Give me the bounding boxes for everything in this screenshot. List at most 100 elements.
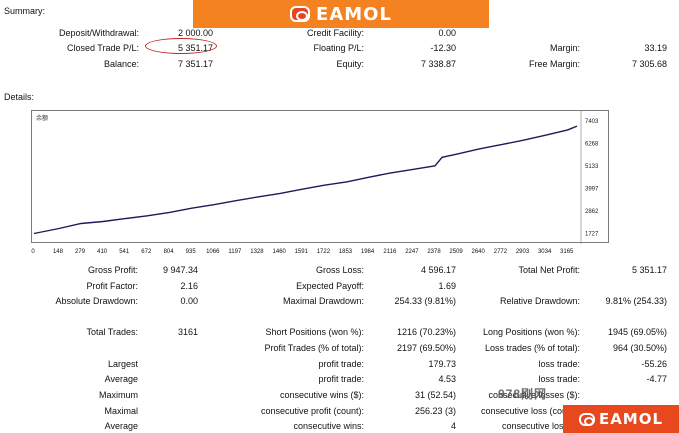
details-heading: Details: — [4, 92, 35, 102]
chart-x-tick-label: 1197 — [228, 249, 242, 255]
short-positions-label: Short Positions (won %): — [265, 327, 364, 337]
average-consecutive-label: Average — [104, 421, 138, 431]
margin-label: Margin: — [549, 43, 580, 53]
chart-y-tick-label: 2862 — [585, 209, 599, 215]
average-profit-label: profit trade: — [318, 374, 364, 384]
chart-x-tick-label: 1328 — [250, 249, 264, 255]
balance-series-line — [33, 125, 578, 235]
balance-chart-svg: 余额 7403 6268 5133 3997 2862 1727 — [33, 111, 599, 244]
average-consecutive-losses-label: consecutive losses: — [501, 421, 580, 431]
chart-x-tick-label: 279 — [75, 249, 86, 255]
maximal-consecutive-loss-label: consecutive loss (count): — [480, 406, 580, 416]
profit-factor-value: 2.16 — [180, 281, 198, 291]
gross-profit-label: Gross Profit: — [87, 265, 138, 275]
balance-value: 7 351.17 — [177, 59, 213, 69]
credit-value: 0.00 — [438, 28, 456, 38]
loss-trades-value: 964 (30.50%) — [612, 343, 667, 353]
profit-trades-value: 2197 (69.50%) — [396, 343, 456, 353]
chart-title: 余额 — [36, 114, 48, 122]
brand-banner: EAMOL — [193, 0, 489, 28]
equity-label: Equity: — [336, 59, 364, 69]
average-consecutive-wins-label: consecutive wins: — [293, 421, 364, 431]
max-consecutive-wins-value: 31 (52.54) — [414, 390, 456, 400]
free-margin-value: 7 305.68 — [631, 59, 667, 69]
chart-x-tick-label: 1460 — [272, 249, 286, 255]
chart-x-tick-label: 2116 — [383, 249, 397, 255]
chart-x-tick-label: 541 — [119, 249, 130, 255]
maximal-label: Maximal — [104, 406, 138, 416]
brand-corner-logo-icon — [578, 412, 595, 426]
max-consecutive-losses-label: consecutive losses ($): — [488, 390, 580, 400]
relative-drawdown-label: Relative Drawdown: — [499, 296, 580, 306]
free-margin-label: Free Margin: — [528, 59, 580, 69]
floating-pl-label: Floating P/L: — [313, 43, 364, 53]
chart-x-tick-label: 1984 — [360, 249, 375, 255]
margin-value: 33.19 — [644, 43, 667, 53]
chart-x-tick-label: 2247 — [405, 249, 419, 255]
maximal-consecutive-profit-value: 256.23 (3) — [414, 406, 456, 416]
absolute-drawdown-value: 0.00 — [180, 296, 198, 306]
chart-y-tick-label: 3997 — [585, 186, 599, 192]
chart-x-tick-label: 1066 — [206, 249, 220, 255]
chart-y-tick-label: 7403 — [585, 119, 599, 125]
largest-profit-label: profit trade: — [318, 359, 364, 369]
balance-label: Balance: — [103, 59, 139, 69]
closed-pl-label: Closed Trade P/L: — [66, 43, 139, 53]
total-net-profit-label: Total Net Profit: — [518, 265, 580, 275]
expected-payoff-value: 1.69 — [438, 281, 456, 291]
maximal-drawdown-value: 254.33 (9.81%) — [394, 296, 456, 306]
expected-payoff-label: Expected Payoff: — [296, 281, 364, 291]
summary-heading: Summary: — [4, 6, 46, 16]
total-trades-value: 3161 — [177, 327, 198, 337]
brand-name: EAMOL — [316, 3, 392, 25]
largest-label: Largest — [107, 359, 138, 369]
equity-value: 7 338.87 — [420, 59, 456, 69]
average-loss-value: -4.77 — [646, 374, 667, 384]
largest-profit-value: 179.73 — [428, 359, 456, 369]
deposit-label: Deposit/Withdrawal: — [58, 28, 139, 38]
chart-x-tick-label: 0 — [31, 249, 35, 255]
profit-factor-label: Profit Factor: — [86, 281, 138, 291]
total-trades-label: Total Trades: — [86, 327, 138, 337]
chart-y-tick-label: 1727 — [585, 231, 599, 237]
chart-x-tick-label: 935 — [185, 249, 196, 255]
average-loss-label: loss trade: — [538, 374, 580, 384]
relative-drawdown-value: 9.81% (254.33) — [605, 296, 667, 306]
highlight-circle — [145, 38, 217, 54]
loss-trades-label: Loss trades (% of total): — [484, 343, 580, 353]
gross-loss-label: Gross Loss: — [315, 265, 364, 275]
chart-x-tick-label: 1853 — [338, 249, 353, 255]
floating-pl-value: -12.30 — [430, 43, 456, 53]
average-profit-value: 4.53 — [438, 374, 456, 384]
chart-x-tick-label: 2378 — [427, 249, 441, 255]
chart-x-tick-label: 1591 — [294, 249, 308, 255]
site-watermark: 978刚网 — [498, 387, 548, 401]
long-positions-label: Long Positions (won %): — [482, 327, 580, 337]
absolute-drawdown-label: Absolute Drawdown: — [55, 296, 138, 306]
brand-corner-badge: EAMOL — [563, 405, 679, 433]
average-consecutive-wins-value: 4 — [450, 421, 456, 431]
short-positions-value: 1216 (70.23%) — [396, 327, 456, 337]
chart-x-tick-label: 804 — [163, 249, 174, 255]
chart-y-tick-label: 6268 — [585, 141, 599, 147]
deposit-value: 2 000.00 — [177, 28, 213, 38]
gross-profit-value: 9 947.34 — [162, 265, 198, 275]
chart-x-tick-label: 3165 — [560, 249, 574, 255]
profit-trades-label: Profit Trades (% of total): — [264, 343, 364, 353]
maximum-label: Maximum — [98, 390, 138, 400]
max-consecutive-wins-label: consecutive wins ($): — [279, 390, 364, 400]
average-label: Average — [104, 374, 138, 384]
maximal-consecutive-profit-label: consecutive profit (count): — [260, 406, 364, 416]
largest-loss-label: loss trade: — [538, 359, 580, 369]
chart-x-tick-label: 3034 — [537, 249, 552, 255]
chart-x-tick-label: 2772 — [493, 249, 508, 255]
largest-loss-value: -55.26 — [641, 359, 667, 369]
chart-x-tick-label: 2509 — [449, 249, 463, 255]
chart-x-tick-label: 1722 — [316, 249, 331, 255]
long-positions-value: 1945 (69.05%) — [607, 327, 667, 337]
chart-x-tick-label: 2640 — [471, 249, 485, 255]
balance-chart: 余额 7403 6268 5133 3997 2862 1727 — [31, 110, 609, 244]
brand-logo-icon — [290, 6, 311, 22]
chart-y-tick-label: 5133 — [585, 164, 599, 170]
chart-x-tick-label: 410 — [97, 249, 108, 255]
